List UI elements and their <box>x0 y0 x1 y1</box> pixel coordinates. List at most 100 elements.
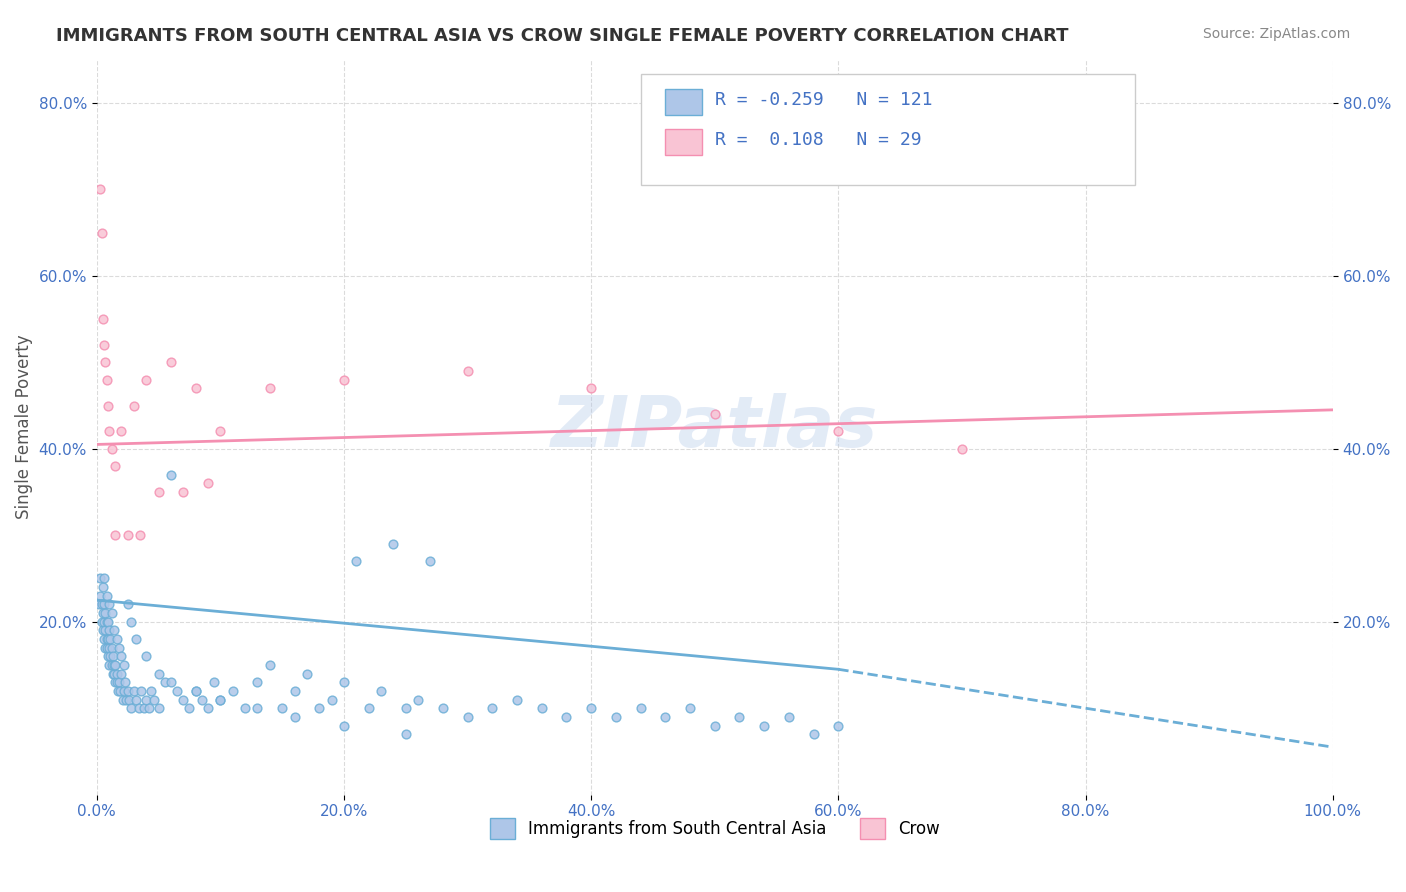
Point <box>97 399 120 413</box>
Point <box>111 692 134 706</box>
Point <box>153 675 176 690</box>
Point <box>110 649 132 664</box>
Point <box>259 381 281 395</box>
Point <box>125 692 148 706</box>
Point <box>160 355 183 369</box>
Point <box>101 649 124 664</box>
Point <box>100 657 122 672</box>
Point <box>91 312 114 326</box>
Point <box>89 589 111 603</box>
Point <box>679 701 702 715</box>
Point <box>132 701 155 715</box>
Point <box>579 381 602 395</box>
Point <box>191 692 214 706</box>
Point <box>259 657 281 672</box>
Point <box>333 718 356 732</box>
Point <box>94 640 117 655</box>
Point <box>89 572 111 586</box>
Point <box>530 701 553 715</box>
Point <box>120 615 142 629</box>
Point <box>481 701 503 715</box>
Point <box>246 701 269 715</box>
Point <box>950 442 973 456</box>
Point <box>209 692 232 706</box>
Point <box>172 485 194 500</box>
Point <box>160 675 183 690</box>
Point <box>104 675 127 690</box>
Point <box>112 684 135 698</box>
Point <box>295 666 318 681</box>
Point <box>778 710 800 724</box>
Point <box>104 528 127 542</box>
Point <box>110 425 132 439</box>
Point <box>283 684 305 698</box>
Point <box>90 615 112 629</box>
Point <box>138 701 160 715</box>
Point <box>197 701 219 715</box>
Point <box>184 684 207 698</box>
Point <box>419 554 441 568</box>
Text: R = -0.259   N = 121: R = -0.259 N = 121 <box>714 91 932 109</box>
Point <box>141 684 163 698</box>
Point <box>118 692 141 706</box>
Point <box>754 718 776 732</box>
Point <box>101 666 124 681</box>
Point <box>96 615 118 629</box>
Point <box>93 598 115 612</box>
Point <box>128 701 150 715</box>
Point <box>108 675 131 690</box>
Point <box>93 572 115 586</box>
Point <box>197 476 219 491</box>
Point <box>117 684 139 698</box>
Point <box>703 718 725 732</box>
Point <box>108 640 131 655</box>
Point <box>135 649 157 664</box>
Point <box>100 640 122 655</box>
Point <box>129 528 152 542</box>
Text: R =  0.108   N = 29: R = 0.108 N = 29 <box>714 131 921 150</box>
Point <box>91 580 114 594</box>
Point <box>93 338 115 352</box>
Text: ZIPatlas: ZIPatlas <box>551 392 879 462</box>
Point <box>96 640 118 655</box>
Point <box>457 364 479 378</box>
Point <box>107 684 129 698</box>
Point <box>135 373 157 387</box>
Point <box>115 692 138 706</box>
Point <box>100 442 122 456</box>
Point <box>94 624 117 638</box>
Point <box>395 727 418 741</box>
Point <box>370 684 392 698</box>
Point <box>122 399 145 413</box>
Point <box>117 528 139 542</box>
Point <box>90 598 112 612</box>
Point <box>357 701 380 715</box>
Point <box>122 684 145 698</box>
Point <box>605 710 627 724</box>
Point <box>333 373 356 387</box>
Point <box>100 632 122 646</box>
Point <box>135 692 157 706</box>
Point <box>103 657 125 672</box>
Point <box>103 666 125 681</box>
FancyBboxPatch shape <box>665 89 703 115</box>
Point <box>100 606 122 620</box>
Point <box>96 589 118 603</box>
Point <box>97 632 120 646</box>
Point <box>120 701 142 715</box>
Point <box>703 407 725 421</box>
Point <box>184 381 207 395</box>
Point <box>94 355 117 369</box>
Point <box>97 615 120 629</box>
Point <box>93 615 115 629</box>
Point <box>246 675 269 690</box>
Point <box>579 701 602 715</box>
Point <box>114 675 136 690</box>
Point <box>96 373 118 387</box>
Y-axis label: Single Female Poverty: Single Female Poverty <box>15 334 32 519</box>
FancyBboxPatch shape <box>641 74 1135 185</box>
Text: IMMIGRANTS FROM SOUTH CENTRAL ASIA VS CROW SINGLE FEMALE POVERTY CORRELATION CHA: IMMIGRANTS FROM SOUTH CENTRAL ASIA VS CR… <box>56 27 1069 45</box>
FancyBboxPatch shape <box>665 129 703 155</box>
Point <box>117 598 139 612</box>
Point <box>97 649 120 664</box>
